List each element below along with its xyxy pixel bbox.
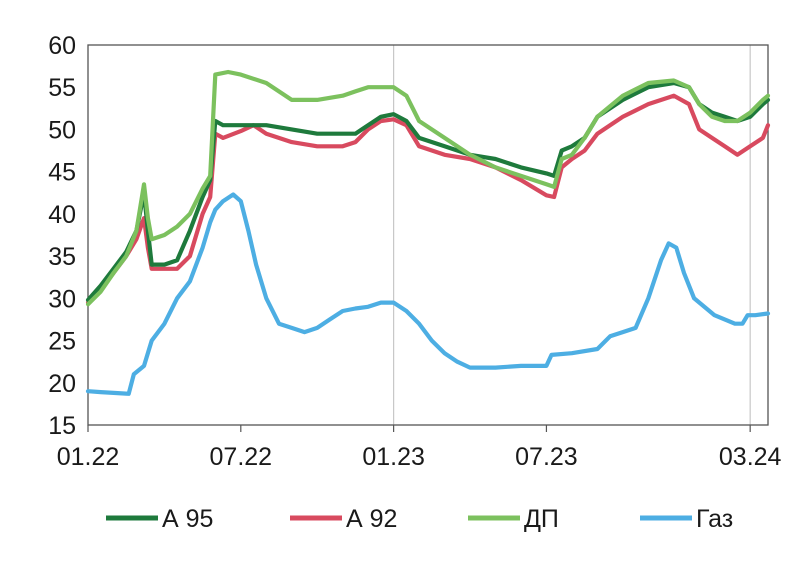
y-tick-label: 15 [48, 412, 76, 440]
y-tick-label: 25 [48, 328, 76, 356]
y-tick-label: 20 [48, 370, 76, 398]
chart-area: 15 20 25 30 35 40 45 50 55 60 01.22 07.22 01.23 07.23… [10, 8, 790, 560]
series-line-1 [85, 93, 771, 305]
series-line-2 [85, 69, 771, 307]
x-tick-label: 07.23 [515, 443, 578, 471]
y-tick-label: 60 [48, 32, 76, 60]
series-line-0 [85, 80, 771, 303]
x-tick-label: 03.24 [719, 443, 782, 471]
y-tick-label: 40 [48, 201, 76, 229]
legend-label-3: Газ [696, 505, 733, 533]
legend-label-1: А 92 [346, 505, 397, 533]
x-tick-label: 07.22 [210, 443, 273, 471]
y-tick-label: 35 [48, 243, 76, 271]
series-line-3 [85, 192, 771, 396]
legend-label-2: ДП [524, 505, 559, 533]
line-chart: 15 20 25 30 35 40 45 50 55 60 01.22 07.22 01.23 07.23… [48, 32, 782, 533]
y-tick-label: 30 [48, 285, 76, 313]
y-tick-label: 50 [48, 116, 76, 144]
y-tick-label: 45 [48, 159, 76, 187]
plot-frame [87, 44, 769, 426]
legend-label-0: А 95 [162, 505, 213, 533]
y-tick-label: 55 [48, 74, 76, 102]
x-tick-label: 01.23 [362, 443, 425, 471]
x-tick-label: 01.22 [57, 443, 120, 471]
